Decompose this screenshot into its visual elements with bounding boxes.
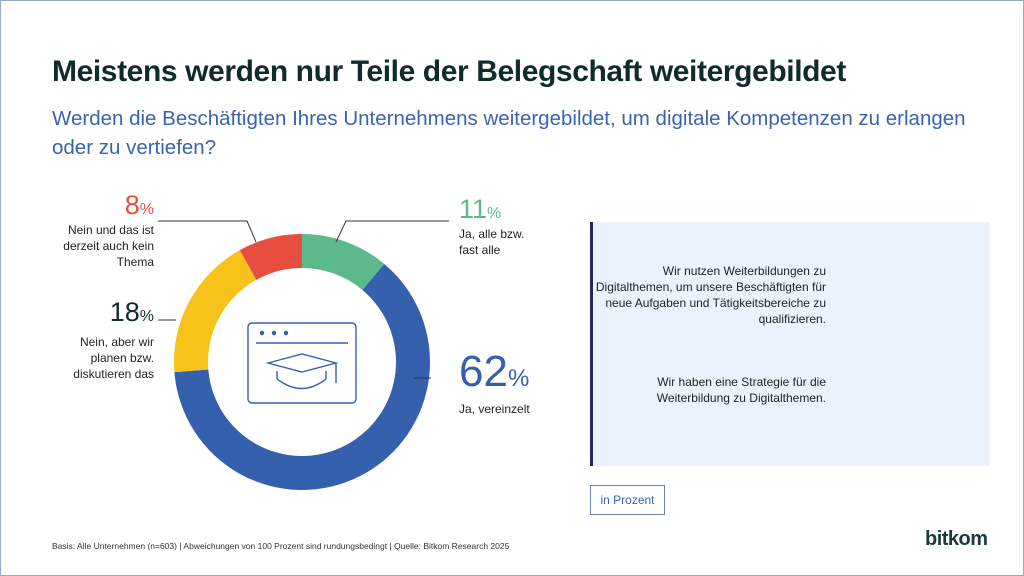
question-subtitle: Werden die Beschäftigten Ihres Unternehm… — [52, 107, 966, 159]
donut-chart — [174, 234, 431, 491]
donut-slice — [174, 263, 431, 491]
donut-slice — [174, 250, 257, 373]
slice-label-nein-planen: Nein, aber wir planen bzw. diskutieren d… — [73, 335, 154, 381]
slice-pct-ja-vereinzelt: 62% — [459, 347, 530, 396]
slice-label-nein-kein-thema: Nein und das ist derzeit auch kein Thema — [63, 223, 154, 269]
slice-label-ja-alle: Ja, alle bzw. fast alle — [459, 227, 525, 257]
slice-pct-nein-planen: 18% — [109, 297, 154, 327]
bitkom-logo: bitkom — [925, 528, 988, 550]
bar-category-label: Wir haben eine Strategie für die Weiterb… — [656, 375, 826, 405]
slice-label-ja-vereinzelt: Ja, vereinzelt — [459, 402, 530, 416]
unit-label: in Prozent — [590, 485, 665, 515]
bar-category-label: Wir nutzen Weiterbildungen zu Digitalthe… — [595, 264, 826, 326]
donut-slice — [302, 234, 385, 290]
slice-pct-nein-kein-thema: 8% — [124, 190, 154, 220]
leader-lines — [158, 220, 449, 379]
donut-slice — [239, 234, 302, 280]
bar-chart-panel — [590, 222, 990, 466]
slice-pct-ja-alle: 11% — [459, 194, 502, 224]
page-title: Meistens werden nur Teile der Belegschaf… — [52, 55, 846, 88]
footer-source: Basis: Alle Unternehmen (n=603) | Abweic… — [52, 541, 510, 551]
browser-graduation-cap-icon — [247, 322, 357, 404]
